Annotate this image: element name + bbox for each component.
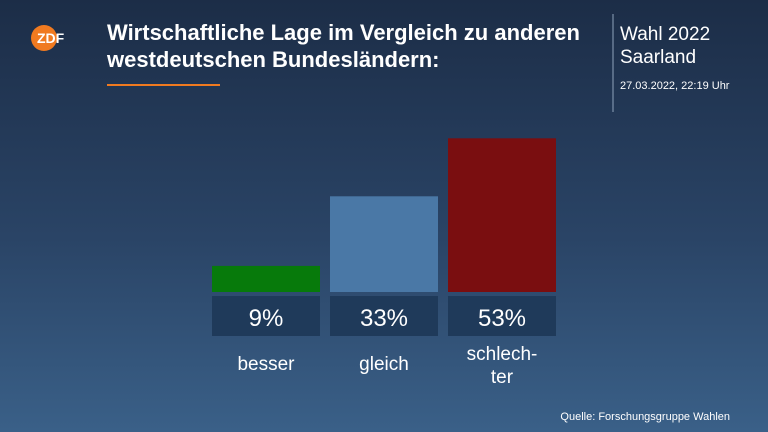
category-label: schlech-ter — [467, 344, 538, 388]
election: Wahl 2022 — [620, 24, 710, 45]
value-label-box — [330, 296, 438, 336]
value-label: 33% — [360, 305, 408, 332]
category-label: gleich — [359, 354, 409, 375]
logo: ZDF — [37, 30, 65, 46]
value-label-box — [448, 296, 556, 336]
source: Quelle: Forschungsgruppe Wahlen — [560, 411, 730, 423]
value-label: 53% — [478, 305, 526, 332]
timestamp: 27.03.2022, 22:19 Uhr — [620, 80, 730, 92]
category-label: besser — [237, 354, 295, 375]
region: Saarland — [620, 47, 696, 68]
bar — [212, 265, 320, 292]
chart-title: Wirtschaftliche Lage im Vergleich zu and… — [107, 20, 580, 72]
bar — [330, 196, 438, 292]
value-label-box — [212, 296, 320, 336]
bar — [448, 138, 556, 292]
logo-mark — [31, 25, 57, 51]
value-label: 9% — [249, 305, 284, 332]
